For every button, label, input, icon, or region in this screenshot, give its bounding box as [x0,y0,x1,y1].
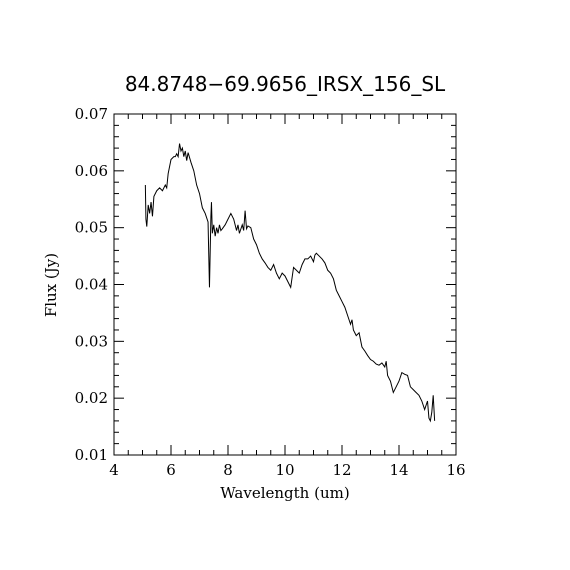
x-tick-label: 12 [332,461,351,479]
x-tick-label: 8 [223,461,233,479]
plot-frame [113,113,457,456]
x-axis-tick-labels: 4 6 8 10 12 14 16 [109,461,465,479]
y-axis-ticks [114,113,456,456]
x-axis-title: Wavelength (um) [220,484,349,502]
y-tick-label: 0.04 [75,276,108,294]
y-tick-label: 0.02 [75,389,108,407]
x-axis-ticks [113,114,457,455]
y-axis-title: Flux (Jy) [42,253,60,317]
plot-area: 4 6 8 10 12 14 16 0.01 0.02 0.03 0.04 0.05 0.06 0.07 [75,105,466,479]
y-axis-tick-labels: 0.01 0.02 0.03 0.04 0.05 0.06 0.07 [75,105,108,464]
y-tick-label: 0.07 [75,105,108,123]
y-tick-label: 0.01 [75,446,108,464]
x-tick-label: 16 [446,461,465,479]
y-tick-label: 0.03 [75,332,108,350]
x-tick-label: 6 [166,461,176,479]
x-tick-label: 14 [389,461,408,479]
y-tick-label: 0.06 [75,162,108,180]
y-tick-label: 0.05 [75,219,108,237]
flux-spectrum-line [144,143,436,423]
x-tick-label: 10 [275,461,294,479]
chart-title: 84.8748−69.9656_IRSX_156_SL [125,72,446,96]
x-tick-label: 4 [109,461,119,479]
